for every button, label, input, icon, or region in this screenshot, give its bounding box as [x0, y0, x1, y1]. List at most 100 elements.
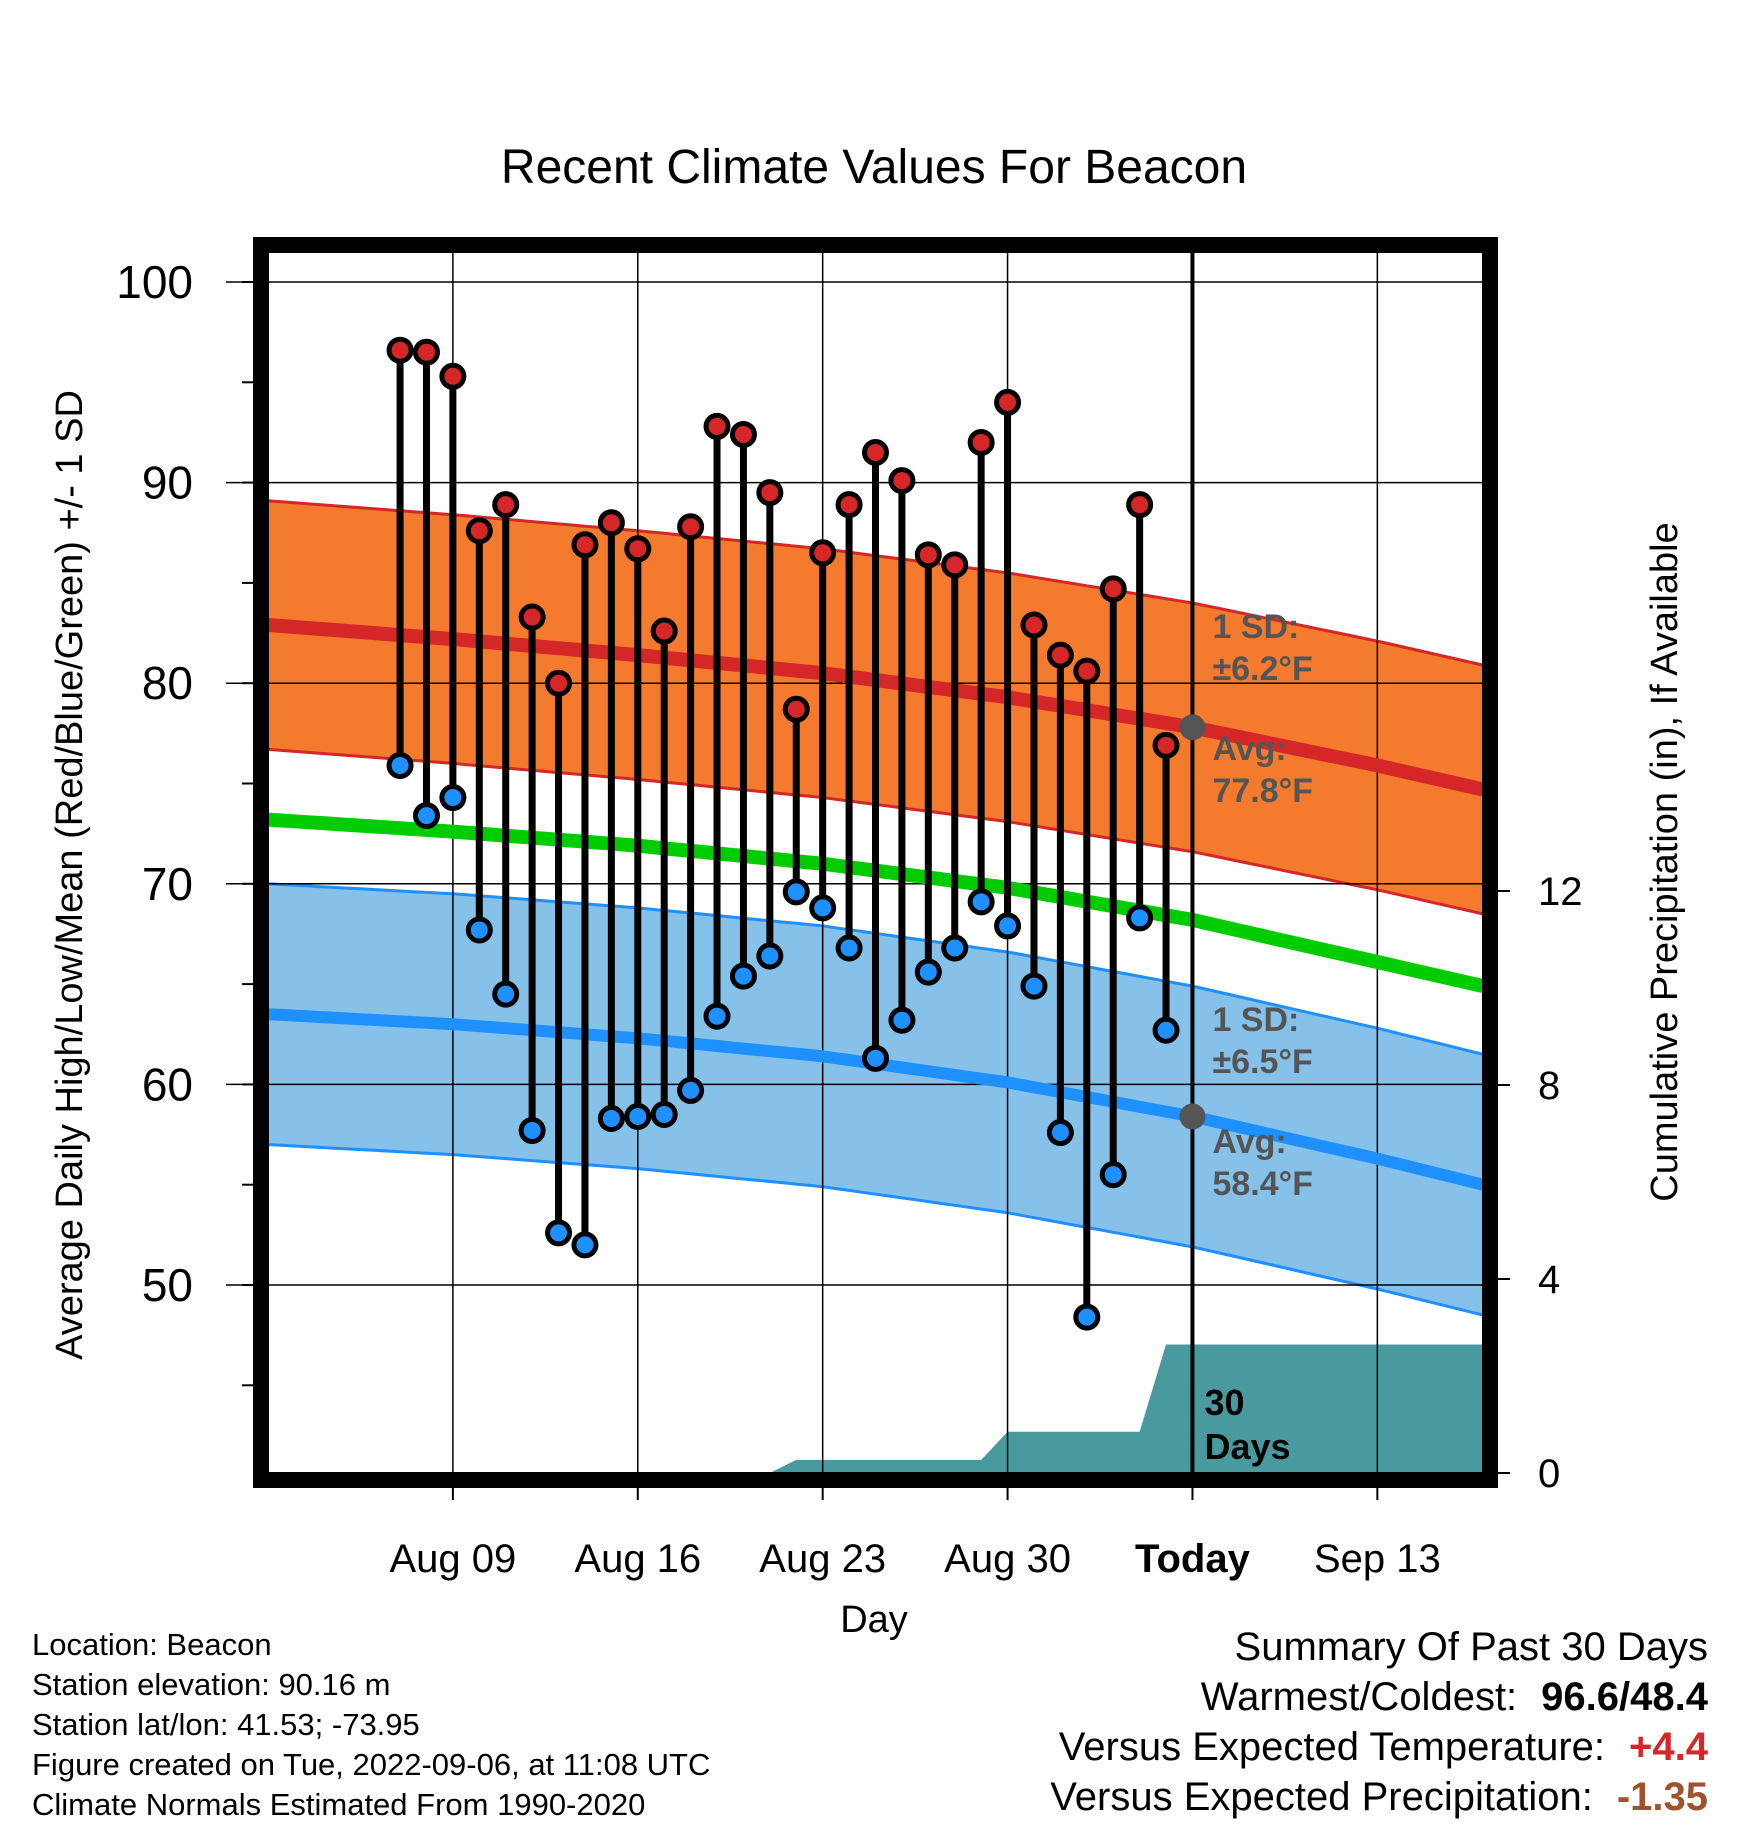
summary-panel: Summary Of Past 30 Days Warmest/Coldest:… [1050, 1622, 1708, 1822]
low-sd-value: ±6.5°F [1212, 1043, 1312, 1081]
summary-heading: Summary Of Past 30 Days [1234, 1625, 1708, 1669]
chart-title: Recent Climate Values For Beacon [501, 141, 1247, 194]
daily-high-point [1099, 575, 1127, 603]
daily-low-point [914, 958, 942, 986]
daily-low-point [677, 1076, 705, 1104]
low-avg-value: 58.4°F [1212, 1165, 1313, 1203]
y-tick-label: 70 [142, 858, 193, 910]
daily-low-point [650, 1100, 678, 1128]
daily-high-point [703, 412, 731, 440]
daily-low-point [518, 1117, 546, 1145]
daily-high-point [650, 617, 678, 645]
daily-low-point [835, 934, 863, 962]
daily-high-point [782, 695, 810, 723]
daily-low-point [941, 934, 969, 962]
daily-low-point [1020, 972, 1048, 1000]
high-sd-value: ±6.2°F [1212, 650, 1312, 688]
latlon-text: Station lat/lon: 41.53; -73.95 [32, 1707, 420, 1742]
summary-warm-cold-row: Warmest/Coldest: 96.6/48.4 [1050, 1672, 1708, 1722]
daily-low-point [439, 784, 467, 812]
daily-high-point [888, 467, 916, 495]
daily-high-point [835, 491, 863, 519]
daily-low-point [967, 888, 995, 916]
daily-high-point [862, 439, 889, 467]
summary-warm-cold-value: 96.6/48.4 [1541, 1675, 1708, 1719]
high-avg-label: Avg: [1212, 730, 1286, 768]
y2-tick-label: 8 [1538, 1064, 1560, 1108]
daily-high-point [914, 541, 942, 569]
daily-high-point [941, 551, 969, 579]
daily-low-point [1073, 1303, 1101, 1331]
daily-high-point [412, 338, 440, 366]
y2-tick-label: 0 [1538, 1452, 1560, 1496]
high-sd-label: 1 SD: [1212, 608, 1299, 646]
axis-ticks: 50 60 70 80 90 100 0 4 8 12 Aug 09 Aug 16 Aug 23 Aug … [116, 256, 1582, 1581]
plot-frame [253, 237, 1498, 1488]
daily-high-point [492, 491, 520, 519]
created-text: Figure created on Tue, 2022-09-06, at 11… [32, 1747, 711, 1782]
daily-low-point [994, 912, 1022, 940]
daily-low-point [1046, 1119, 1074, 1147]
y-tick-label: 80 [142, 657, 193, 709]
today-low-avg-marker [1179, 1103, 1206, 1130]
annotations: 1 SD: ±6.2°F Avg: 77.8°F 1 SD: ±6.5°F Av… [1204, 608, 1313, 1467]
daily-low-point [862, 1044, 889, 1072]
y-tick-label: 100 [116, 256, 193, 308]
daily-high-point [1046, 641, 1074, 669]
daily-high-point [518, 603, 546, 631]
daily-low-point [597, 1105, 625, 1133]
x-tick-label: Aug 16 [574, 1537, 701, 1581]
low-sd-lower-edge [268, 1143, 1483, 1317]
daily-high-point [465, 517, 493, 545]
summary-temp-label: Versus Expected Temperature: [1058, 1725, 1606, 1769]
location-text: Location: Beacon [32, 1627, 272, 1662]
daily-low-point [412, 802, 440, 830]
summary-precip-label: Versus Expected Precipitation: [1050, 1775, 1593, 1819]
summary-temp-value: +4.4 [1629, 1725, 1708, 1769]
plot-border [253, 237, 1498, 1488]
daily-low-point [1099, 1161, 1127, 1189]
daily-high-point [597, 509, 625, 537]
daily-high-point [994, 388, 1022, 416]
daily-high-point [624, 535, 652, 563]
precip-area [268, 1344, 1483, 1473]
daily-high-point [729, 420, 757, 448]
window-label-line1: 30 [1204, 1382, 1244, 1423]
y2-tick-label: 4 [1538, 1258, 1560, 1302]
daily-low-point [545, 1219, 573, 1247]
daily-high-point [677, 513, 705, 541]
daily-low-point [465, 916, 493, 944]
y-tick-label: 50 [142, 1259, 193, 1311]
daily-high-point [1020, 611, 1048, 639]
daily-low-point [571, 1231, 599, 1259]
low-avg-label: Avg: [1212, 1123, 1286, 1161]
daily-high-point [1126, 491, 1154, 519]
daily-low-point [703, 1002, 731, 1030]
daily-low-point [386, 751, 414, 779]
elevation-text: Station elevation: 90.16 m [32, 1667, 391, 1702]
daily-high-point [1152, 731, 1180, 759]
y-tick-label: 90 [142, 457, 193, 509]
daily-low-point [729, 962, 757, 990]
cumulative-precip-area [268, 1344, 1483, 1473]
x-tick-label: Aug 30 [944, 1537, 1071, 1581]
y2-tick-label: 12 [1538, 870, 1583, 914]
daily-low-point [888, 1006, 916, 1034]
daily-low-point [809, 894, 837, 922]
x-tick-label: Sep 13 [1314, 1537, 1441, 1581]
x-axis-title: Day [840, 1599, 908, 1641]
daily-high-point [545, 669, 573, 697]
normals-text: Climate Normals Estimated From 1990-2020 [32, 1787, 646, 1822]
daily-high-point [967, 428, 995, 456]
y-tick-label: 60 [142, 1058, 193, 1110]
daily-high-point [809, 539, 837, 567]
daily-low-point [782, 878, 810, 906]
summary-temp-row: Versus Expected Temperature: +4.4 [1050, 1722, 1708, 1772]
x-tick-label: Aug 23 [759, 1537, 886, 1581]
summary-precip-value: -1.35 [1616, 1775, 1708, 1819]
daily-high-point [1073, 657, 1101, 685]
daily-high-point [571, 531, 599, 559]
y-axis-title: Average Daily High/Low/Mean (Red/Blue/Gr… [49, 390, 91, 1360]
summary-warm-cold-label: Warmest/Coldest: [1200, 1675, 1518, 1719]
